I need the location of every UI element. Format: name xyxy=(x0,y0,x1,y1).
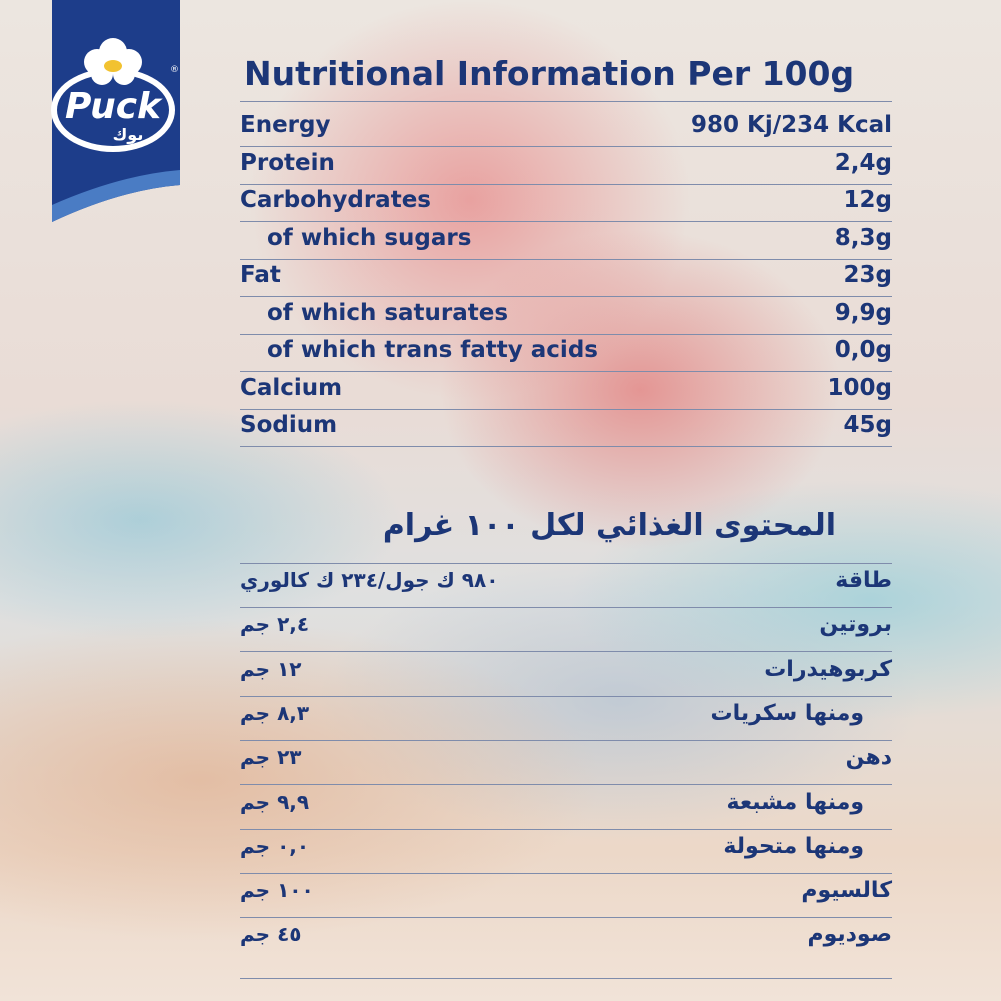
row-label: صوديوم xyxy=(807,922,892,948)
rule xyxy=(240,184,892,185)
rule xyxy=(240,563,892,564)
row-value: ٩,٩ جم xyxy=(240,789,310,814)
rule xyxy=(240,829,892,830)
row-value: ١٢ جم xyxy=(240,656,302,681)
row-label: كربوهيدرات xyxy=(764,656,892,682)
rule xyxy=(240,101,892,102)
row-value: ٩٨٠ ك جول/٢٣٤ ك كالوري xyxy=(240,568,499,592)
row-label: ومنها متحولة xyxy=(723,833,864,859)
rule xyxy=(240,296,892,297)
row-label: طاقة xyxy=(835,568,892,593)
row-value: ٨,٣ جم xyxy=(240,700,310,725)
logo-wave xyxy=(52,170,180,222)
row-label: ومنها مشبعة xyxy=(726,789,864,815)
row-value: ٢٣ جم xyxy=(240,745,302,770)
row-value: ٠,٠ جم xyxy=(240,833,310,858)
rule xyxy=(240,334,892,335)
row-value: ١٠٠ جم xyxy=(240,878,314,903)
logo-brand: Puck xyxy=(65,86,163,127)
rule xyxy=(240,651,892,652)
logo: Puck بوك ® xyxy=(51,0,180,222)
rule xyxy=(240,978,892,979)
rule xyxy=(240,146,892,147)
row-label: بروتين xyxy=(819,612,892,638)
row-value: 980 Kj/234 Kcal xyxy=(690,112,892,138)
row-value: ٤٥ جم xyxy=(240,922,302,947)
logo-registered: ® xyxy=(170,65,179,75)
row-value: 23g xyxy=(843,262,892,288)
row-value: 12g xyxy=(843,187,892,213)
logo-arabic: بوك xyxy=(113,125,144,144)
row-value: 45g xyxy=(843,412,892,438)
arabic-title: المحتوى الغذائي لكل ١٠٠ غرام xyxy=(382,508,836,543)
logo-oval-inner xyxy=(57,74,169,146)
row-label: of which sugars xyxy=(267,224,472,251)
row-value: ٢,٤ جم xyxy=(240,612,310,637)
row-label: كالسيوم xyxy=(801,878,892,904)
row-label: of which saturates xyxy=(267,299,509,326)
row-value: 100g xyxy=(827,374,892,401)
rule xyxy=(240,409,892,410)
row-value: 0,0g xyxy=(834,337,892,363)
row-label: Energy xyxy=(240,112,331,138)
row-value: 9,9g xyxy=(834,299,892,326)
row-value: 8,3g xyxy=(834,224,892,251)
english-title: Nutritional Information Per 100g xyxy=(244,54,855,93)
rule xyxy=(240,446,892,447)
rule xyxy=(240,740,892,741)
rule xyxy=(240,607,892,608)
rule xyxy=(240,873,892,874)
rule xyxy=(240,259,892,260)
row-label: Calcium xyxy=(240,374,343,401)
row-label: Sodium xyxy=(240,412,338,438)
rule xyxy=(240,917,892,918)
row-value: 2,4g xyxy=(834,149,892,176)
row-label: Fat xyxy=(240,262,281,288)
row-label: Carbohydrates xyxy=(240,187,431,213)
rule xyxy=(240,696,892,697)
rule xyxy=(240,784,892,785)
rule xyxy=(240,221,892,222)
row-label: Protein xyxy=(240,149,335,176)
row-label: ومنها سكريات xyxy=(710,700,864,726)
row-label: of which trans fatty acids xyxy=(267,337,598,363)
row-label: دهن xyxy=(845,745,892,771)
rule xyxy=(240,371,892,372)
logo-center xyxy=(104,60,122,72)
